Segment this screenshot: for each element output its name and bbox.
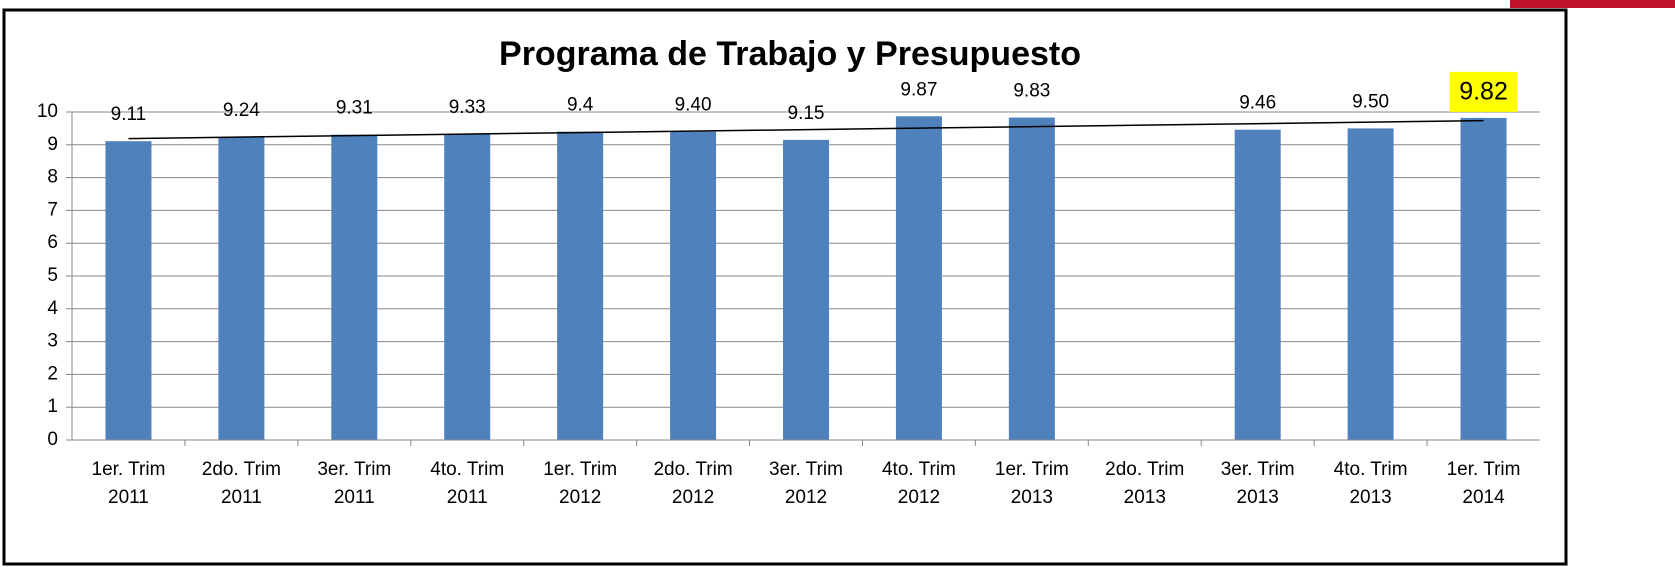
x-tick-label: 1er. Trim 2014: [1446, 459, 1521, 508]
data-label: 9.50: [1352, 91, 1389, 112]
x-tick-label: 1er. Trim 2013: [994, 459, 1069, 508]
x-tick-label: 4to. Trim 2012: [881, 459, 956, 508]
corner-band: [1510, 0, 1675, 8]
bar: [1008, 117, 1055, 441]
x-tick-label: 4to. Trim 2013: [1333, 459, 1408, 508]
bar: [218, 136, 265, 441]
bar: [105, 141, 152, 440]
x-tick-label: 4to. Trim 2011: [430, 459, 505, 508]
x-tick-label: 2do. Trim 2011: [201, 459, 281, 508]
y-tick-label: 5: [47, 265, 58, 286]
data-label: 9.82: [1459, 78, 1508, 106]
y-tick-label: 1: [47, 396, 58, 417]
x-tick-label: 2do. Trim 2013: [1105, 459, 1185, 508]
y-tick-label: 9: [47, 134, 58, 155]
data-label: 9.15: [788, 103, 825, 124]
bar: [1347, 128, 1394, 440]
data-label: 9.4: [567, 95, 594, 116]
x-tick-label: 2do. Trim 2012: [653, 459, 733, 508]
y-tick-label: 8: [47, 167, 58, 188]
y-tick-label: 4: [47, 298, 58, 319]
x-tick-label: 3er. Trim 2012: [769, 459, 843, 508]
chart-frame: [2, 8, 1568, 566]
bar: [783, 139, 829, 440]
y-tick-label: 0: [47, 429, 58, 450]
y-tick-label: 2: [47, 363, 58, 384]
x-tick-label: 1er. Trim 2012: [543, 459, 618, 508]
bar: [895, 116, 942, 440]
trend-line: [128, 119, 1484, 140]
data-label: 9.31: [336, 98, 373, 119]
bar: [670, 131, 717, 440]
y-tick-label: 7: [47, 199, 58, 220]
data-label: 9.87: [900, 79, 937, 100]
bar: [557, 131, 604, 440]
data-label: 9.33: [449, 97, 486, 118]
y-tick-label: 6: [47, 232, 58, 253]
bar: [444, 133, 491, 440]
label-highlight: [1449, 71, 1518, 112]
bar: [1234, 129, 1281, 440]
data-label: 9.40: [675, 95, 712, 116]
data-label: 9.24: [223, 100, 260, 121]
data-label: 9.11: [111, 104, 147, 125]
bar: [1460, 117, 1507, 441]
x-tick-label: 3er. Trim 2011: [317, 459, 392, 508]
y-tick-label: 10: [37, 101, 58, 122]
chart-title: Programa de Trabajo y Presupuesto: [499, 35, 1081, 73]
bar: [331, 134, 378, 440]
y-tick-label: 3: [47, 331, 58, 352]
data-label: 9.46: [1239, 93, 1276, 114]
x-tick-label: 3er. Trim 2013: [1220, 459, 1295, 508]
data-label: 9.83: [1013, 81, 1050, 102]
x-tick-label: 1er. Trim 2011: [91, 459, 166, 508]
